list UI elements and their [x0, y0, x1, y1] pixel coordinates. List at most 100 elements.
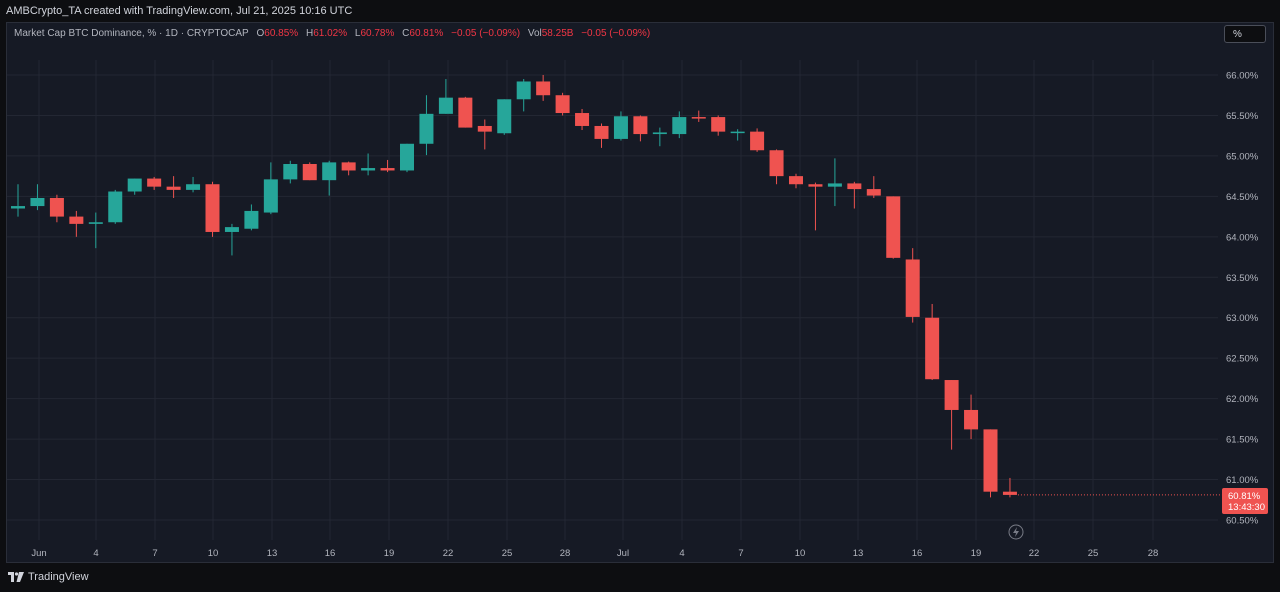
- candle[interactable]: [633, 115, 648, 142]
- candle-body: [964, 409, 979, 430]
- candle[interactable]: [866, 176, 881, 198]
- candle-body: [613, 116, 628, 139]
- candle-body: [769, 150, 784, 177]
- candle[interactable]: [983, 429, 998, 498]
- candle-body: [555, 95, 570, 114]
- price-tag-box: [1222, 488, 1268, 514]
- candle-body: [283, 164, 298, 180]
- lightning-icon[interactable]: [1008, 524, 1024, 540]
- candle[interactable]: [477, 119, 492, 150]
- legend-low-label: L: [354, 28, 361, 39]
- candle[interactable]: [49, 194, 64, 223]
- legend-low-value: 60.78%: [360, 28, 395, 39]
- candle[interactable]: [400, 143, 414, 173]
- candle[interactable]: [750, 128, 765, 152]
- candle[interactable]: [652, 127, 667, 147]
- candle[interactable]: [691, 110, 706, 122]
- candle[interactable]: [789, 173, 803, 189]
- candle[interactable]: [127, 178, 142, 195]
- y-axis: 66.00% 65.50% 65.00% 64.50% 64.00% 63.50% 63.0…: [1226, 71, 1259, 527]
- candle[interactable]: [827, 158, 842, 207]
- x-tick-label: 28: [560, 548, 571, 559]
- candle[interactable]: [1002, 477, 1017, 498]
- candle[interactable]: [419, 95, 434, 156]
- candle[interactable]: [944, 380, 959, 450]
- candle-body: [244, 210, 259, 229]
- candle-body: [516, 81, 531, 100]
- candle[interactable]: [108, 189, 123, 224]
- y-tick-label: 64.50%: [1226, 192, 1259, 203]
- candle-body: [400, 143, 414, 171]
- y-tick-label: 62.50%: [1226, 354, 1259, 365]
- candle[interactable]: [205, 181, 220, 237]
- candle-body: [827, 183, 842, 187]
- x-tick-label: 25: [502, 548, 513, 559]
- candle[interactable]: [575, 108, 590, 131]
- candle[interactable]: [166, 176, 181, 198]
- candle[interactable]: [302, 162, 317, 181]
- candle[interactable]: [730, 129, 745, 141]
- y-tick-label: 63.50%: [1226, 273, 1259, 284]
- candle-body: [672, 117, 687, 135]
- candle[interactable]: [69, 210, 84, 237]
- candle[interactable]: [769, 149, 784, 185]
- candle[interactable]: [613, 111, 628, 141]
- y-tick-label: 65.50%: [1226, 111, 1259, 122]
- candle[interactable]: [341, 161, 356, 176]
- candle[interactable]: [964, 394, 979, 440]
- candle-body: [711, 117, 726, 132]
- candle[interactable]: [925, 303, 940, 381]
- candle[interactable]: [808, 182, 823, 231]
- candle[interactable]: [458, 96, 473, 128]
- candle[interactable]: [263, 162, 278, 215]
- x-tick-label: Jul: [617, 548, 629, 559]
- candle[interactable]: [594, 123, 609, 148]
- candle[interactable]: [536, 75, 551, 101]
- candle[interactable]: [672, 111, 687, 139]
- candle[interactable]: [380, 159, 395, 173]
- candle-body: [847, 183, 862, 190]
- candle[interactable]: [905, 248, 920, 323]
- y-tick-label: 61.00%: [1226, 475, 1259, 486]
- candle-body: [224, 227, 239, 232]
- x-tick-label: Jun: [31, 548, 46, 559]
- candle[interactable]: [11, 184, 25, 217]
- candle-body: [147, 178, 162, 187]
- candle[interactable]: [283, 160, 298, 184]
- candle-body: [633, 116, 648, 135]
- candle-body: [652, 132, 667, 135]
- candle-body: [750, 131, 765, 151]
- candle[interactable]: [361, 153, 376, 176]
- candle[interactable]: [497, 99, 512, 135]
- candle-body: [808, 184, 823, 187]
- candle[interactable]: [711, 115, 726, 136]
- candle[interactable]: [224, 223, 239, 256]
- candle[interactable]: [438, 79, 453, 114]
- chart-pane[interactable]: [6, 22, 1274, 563]
- candle[interactable]: [555, 92, 570, 116]
- candle-body: [341, 162, 356, 171]
- legend: Market Cap BTC Dominance, % · 1D · CRYPT…: [14, 28, 650, 39]
- candle-body: [458, 97, 473, 128]
- candle[interactable]: [147, 176, 162, 190]
- legend-volume-label: Vol: [527, 28, 542, 39]
- candle-body: [186, 184, 201, 190]
- candle-body: [905, 259, 920, 317]
- candle[interactable]: [244, 204, 259, 231]
- candle[interactable]: [88, 212, 103, 249]
- candle[interactable]: [886, 196, 901, 259]
- candle[interactable]: [322, 160, 337, 196]
- tradingview-brand[interactable]: TradingView: [8, 571, 89, 583]
- legend-close-value: 60.81%: [409, 28, 444, 39]
- x-tick-label: 22: [443, 548, 454, 559]
- candle-body: [88, 222, 103, 224]
- candle[interactable]: [516, 79, 531, 112]
- candle-body: [477, 125, 492, 132]
- percent-scale-button[interactable]: %: [1224, 25, 1266, 43]
- x-tick-label: 13: [853, 548, 864, 559]
- x-tick-label: 7: [738, 548, 743, 559]
- candle[interactable]: [30, 184, 45, 211]
- candle[interactable]: [186, 176, 201, 193]
- candle[interactable]: [847, 181, 862, 209]
